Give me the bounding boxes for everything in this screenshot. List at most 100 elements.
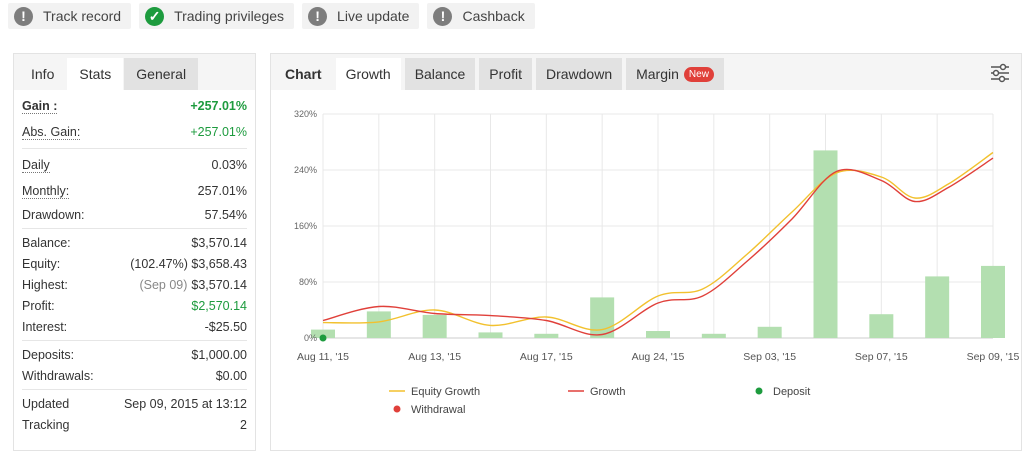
- monthly-value: 257.01%: [197, 184, 247, 198]
- y-tick-label: 160%: [294, 221, 317, 231]
- badge-label: Track record: [43, 8, 122, 24]
- y-tick-label: 0%: [304, 333, 317, 343]
- updated-label: Updated: [22, 396, 70, 411]
- withdrawals-value: $0.00: [215, 368, 247, 383]
- bar: [701, 333, 726, 338]
- x-tick-label: Sep 09, '15: [967, 351, 1020, 363]
- bar: [478, 332, 503, 338]
- bar: [646, 331, 670, 338]
- bar: [311, 329, 335, 338]
- interest-label: Interest:: [22, 319, 68, 334]
- equity-value: $3,658.43: [191, 256, 247, 271]
- legend-label: Deposit: [773, 386, 810, 398]
- growth-chart: 0% 80% 160% 240% 320% Aug 11, '15 Aug 13, '15…: [294, 109, 1020, 416]
- deposits-label: Deposits:: [22, 347, 75, 362]
- gain-label[interactable]: Gain :: [22, 98, 58, 114]
- profit-label: Profit:: [22, 298, 55, 313]
- tab-general[interactable]: General: [123, 58, 199, 90]
- y-tick-label: 320%: [294, 109, 317, 119]
- settings-sliders-icon[interactable]: [989, 62, 1011, 84]
- chart-legend: Equity Growth Growth Deposit Withdrawal: [389, 386, 810, 416]
- legend-dot: [755, 387, 763, 395]
- tab-stats[interactable]: Stats: [66, 58, 124, 90]
- deposits-value: $1,000.00: [191, 347, 247, 362]
- profit-value: $2,570.14: [191, 298, 247, 313]
- withdrawals-label: Withdrawals:: [22, 368, 94, 383]
- series-line: [322, 151, 994, 331]
- chart-tabs: Chart Growth Balance Profit Drawdown Mar…: [271, 54, 1021, 90]
- x-tick-label: Aug 11, '15: [297, 351, 349, 363]
- y-axis-labels: 0% 80% 160% 240% 320%: [294, 109, 317, 343]
- highest-value: $3,570.14: [191, 277, 247, 292]
- cashback-badge[interactable]: ! Cashback: [427, 3, 535, 29]
- interest-value: -$25.50: [204, 319, 247, 334]
- tab-drawdown[interactable]: Drawdown: [535, 58, 623, 90]
- equity-cell: (102.47%) $3,658.43: [130, 257, 247, 271]
- tab-margin[interactable]: Margin New: [626, 58, 724, 90]
- bar: [534, 333, 559, 338]
- x-tick-label: Sep 03, '15: [743, 351, 796, 363]
- tab-chart[interactable]: Chart: [285, 66, 322, 82]
- legend-label: Growth: [590, 386, 625, 398]
- x-tick-label: Aug 24, '15: [632, 351, 685, 363]
- chart-bars: [311, 150, 1005, 338]
- live-update-badge[interactable]: ! Live update: [302, 3, 420, 29]
- deposit-point: [319, 334, 327, 342]
- stats-panel: Info Stats General Gain : +257.01% Abs. G…: [13, 53, 256, 451]
- tracking-label: Tracking: [22, 417, 70, 432]
- daily-value: 0.03%: [211, 158, 247, 172]
- bar: [757, 326, 782, 338]
- tracking-value: 2: [240, 417, 247, 432]
- equity-label: Equity:: [22, 256, 61, 271]
- monthly-label[interactable]: Monthly:: [22, 183, 70, 199]
- track-record-badge[interactable]: ! Track record: [8, 3, 132, 29]
- tab-growth[interactable]: Growth: [335, 58, 401, 90]
- highest-cell: (Sep 09) $3,570.14: [139, 278, 247, 292]
- status-badges: ! Track record ✓ Trading privileges ! Li…: [8, 3, 535, 29]
- chart-grid: [322, 113, 994, 339]
- legend-label: Withdrawal: [411, 404, 465, 416]
- exclamation-icon: !: [308, 6, 328, 26]
- badge-label: Trading privileges: [174, 8, 285, 24]
- bar: [590, 297, 615, 338]
- chart-lines: [319, 151, 994, 342]
- chart-panel: Chart Growth Balance Profit Drawdown Mar…: [270, 53, 1022, 451]
- series-line: [322, 157, 994, 336]
- bar: [366, 311, 391, 338]
- bar: [422, 314, 447, 338]
- updated-value: Sep 09, 2015 at 13:12: [123, 396, 247, 411]
- tab-info[interactable]: Info: [18, 58, 66, 90]
- x-tick-label: Aug 17, '15: [520, 351, 573, 363]
- x-axis-labels: Aug 11, '15 Aug 13, '15 Aug 17, '15 Aug 24,…: [297, 351, 1020, 363]
- drawdown-label: Drawdown:: [22, 207, 85, 222]
- tab-profit[interactable]: Profit: [479, 58, 532, 90]
- balance-value: $3,570.14: [191, 235, 247, 250]
- highest-label: Highest:: [22, 277, 68, 292]
- new-badge: New: [683, 66, 714, 82]
- tab-balance[interactable]: Balance: [404, 58, 476, 90]
- x-tick-label: Aug 13, '15: [408, 351, 461, 363]
- bar: [981, 265, 1005, 338]
- stats-tabs: Info Stats General: [14, 54, 255, 90]
- tab-margin-label: Margin: [636, 66, 679, 82]
- badge-label: Cashback: [462, 8, 525, 24]
- exclamation-icon: !: [14, 6, 33, 26]
- trading-privileges-badge[interactable]: ✓ Trading privileges: [139, 3, 295, 29]
- y-tick-label: 240%: [294, 165, 317, 175]
- gain-value: +257.01%: [190, 99, 247, 113]
- equity-note: (102.47%): [130, 256, 188, 271]
- bar: [813, 150, 838, 338]
- balance-label: Balance:: [22, 235, 71, 250]
- bar: [925, 276, 950, 338]
- y-tick-label: 80%: [299, 277, 317, 287]
- stats-list: Gain : +257.01% Abs. Gain: +257.01% Daily 0…: [14, 90, 255, 438]
- x-tick-label: Sep 07, '15: [855, 351, 908, 363]
- check-icon: ✓: [145, 6, 165, 26]
- drawdown-value: 57.54%: [204, 207, 247, 222]
- badge-label: Live update: [337, 8, 410, 24]
- highest-note: (Sep 09): [139, 277, 188, 292]
- legend-dot: [393, 405, 401, 413]
- abs-gain-label[interactable]: Abs. Gain:: [22, 124, 81, 140]
- abs-gain-value: +257.01%: [190, 125, 247, 139]
- daily-label[interactable]: Daily: [22, 157, 50, 173]
